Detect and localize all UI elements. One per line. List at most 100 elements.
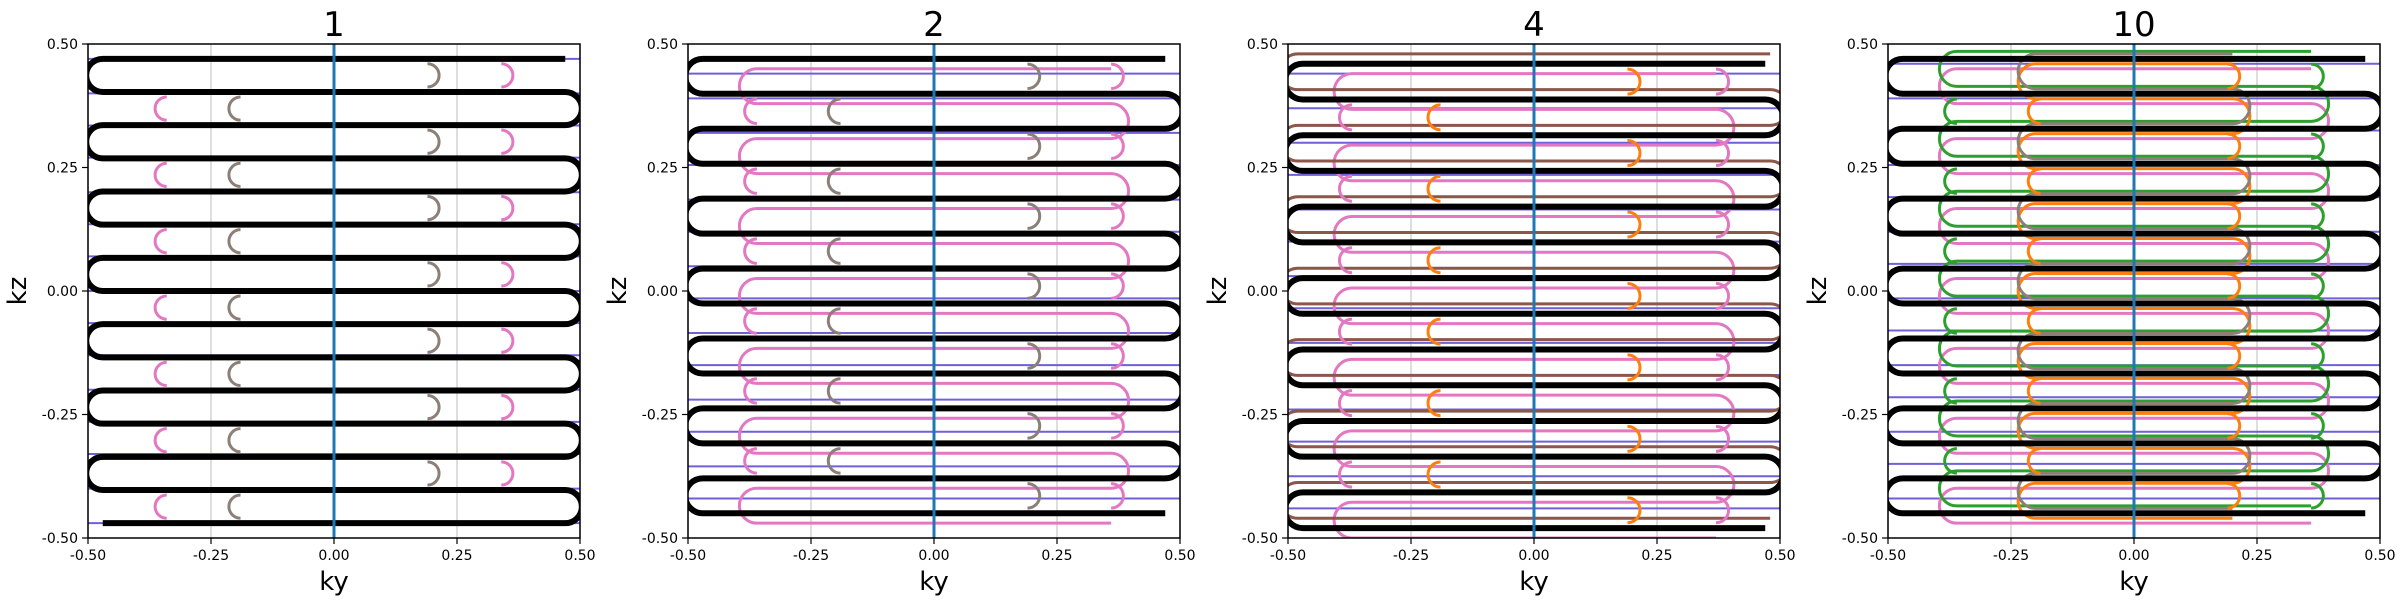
plot-area [88, 44, 580, 538]
y-tick-label: 0.50 [1847, 37, 1878, 53]
arc-mark [227, 427, 241, 454]
y-tick-label: 0.00 [1247, 284, 1278, 300]
arc-mark [227, 161, 241, 189]
arc-mark [427, 327, 441, 354]
arc-mark [1943, 167, 1958, 195]
y-tick-label: 0.50 [1247, 37, 1278, 53]
arc-mark [501, 327, 515, 354]
plot-area [1888, 44, 2380, 538]
arc-mark [2310, 132, 2325, 160]
inner-path-gray_brown [2016, 52, 2252, 510]
arc-mark [1426, 460, 1441, 489]
arc-mark [501, 128, 515, 155]
arc-mark [1943, 237, 1958, 265]
arc-mark [1027, 62, 1042, 91]
arc-mark [2227, 412, 2242, 440]
arc-mark [1027, 482, 1042, 510]
y-tick-label: -0.25 [642, 408, 678, 424]
y-tick-label: -0.50 [1842, 531, 1878, 547]
arc-mark [826, 307, 841, 335]
arc-mark [153, 493, 167, 520]
arc-mark [1027, 132, 1042, 160]
y-axis-label: kz [3, 277, 33, 306]
y-tick-label: 0.00 [47, 284, 78, 300]
arc-mark [1110, 272, 1125, 300]
arc-mark [1110, 62, 1125, 91]
y-tick-label: 0.25 [1247, 161, 1278, 177]
arc-mark [501, 460, 515, 487]
x-tick-label: -0.50 [1270, 548, 1306, 564]
chart-panel-1: -0.50 -0.25 0.00 0.25 0.50 -0.50 -0.25 0.00 0.25… [3, 5, 596, 597]
x-tick-label: -0.50 [70, 548, 106, 564]
x-tick-label: 0.50 [564, 548, 595, 564]
arc-mark [2310, 342, 2325, 370]
arc-mark [1426, 389, 1441, 418]
inner-path-pink [1332, 72, 1736, 538]
arc-mark [1337, 317, 1353, 346]
arc-mark [743, 97, 758, 125]
arc-mark [1110, 342, 1125, 370]
arc-mark [826, 167, 841, 195]
arc-mark [227, 360, 241, 388]
x-tick-label: -0.25 [193, 548, 229, 564]
arc-mark [2310, 202, 2325, 230]
y-tick-label: -0.50 [642, 531, 678, 547]
arc-mark [826, 97, 841, 125]
arc-mark [227, 228, 241, 255]
arc-mark [743, 377, 758, 405]
arc-mark [501, 261, 515, 288]
y-tick-label: -0.25 [1842, 408, 1878, 424]
y-tick-label: 0.50 [647, 37, 678, 53]
arc-mark [2227, 132, 2242, 160]
arc-mark [1337, 389, 1353, 418]
arc-mark [2026, 97, 2041, 125]
y-tick-label: -0.25 [1242, 408, 1278, 424]
x-tick-label: 0.50 [1164, 548, 1195, 564]
arc-mark [153, 427, 167, 454]
y-tick-label: 0.25 [47, 161, 78, 177]
arc-mark [1943, 307, 1958, 335]
chart-title: 1 [323, 5, 345, 45]
x-tick-label: 0.00 [1518, 548, 1549, 564]
arc-mark [1337, 174, 1353, 203]
arc-mark [1627, 424, 1642, 453]
arc-mark [501, 194, 515, 222]
arc-mark [427, 460, 441, 487]
x-tick-label: 0.50 [1764, 548, 1795, 564]
arc-mark [1715, 210, 1731, 239]
x-tick-label: 0.00 [318, 548, 349, 564]
arc-mark [427, 393, 441, 421]
arc-mark [1715, 67, 1731, 96]
arc-mark [1337, 460, 1353, 489]
arc-mark [1627, 210, 1642, 239]
plot-area [1288, 44, 1780, 538]
arc-mark [1715, 353, 1731, 382]
main-trajectory-path [1288, 60, 1780, 532]
arc-mark [1715, 281, 1731, 310]
arc-mark [427, 261, 441, 288]
arc-mark [1627, 67, 1642, 96]
main-trajectory-path [688, 55, 1180, 517]
chart-panel-2: -0.50 -0.25 0.00 0.25 0.50 -0.50 -0.25 0.00 0.25… [603, 5, 1196, 597]
arc-mark [2227, 482, 2242, 510]
arc-mark [227, 294, 241, 321]
arc-mark [1426, 174, 1441, 203]
arc-mark [1627, 139, 1642, 168]
arc-mark [743, 307, 758, 335]
arc-mark [427, 62, 441, 89]
x-tick-label: 0.25 [441, 548, 472, 564]
arc-mark [826, 447, 841, 475]
plot-area [688, 44, 1180, 538]
inner-path-pink [737, 67, 1131, 525]
x-tick-label: 0.00 [2118, 548, 2149, 564]
arc-mark [153, 360, 167, 388]
arc-mark [1627, 353, 1642, 382]
arc-mark [1027, 202, 1042, 230]
arc-mark [153, 161, 167, 189]
arc-mark [2026, 447, 2041, 475]
arc-mark [1715, 424, 1731, 453]
arc-mark [1110, 132, 1125, 160]
y-tick-label: 0.25 [647, 161, 678, 177]
arc-mark [227, 95, 241, 122]
chart-title: 10 [2112, 5, 2155, 45]
